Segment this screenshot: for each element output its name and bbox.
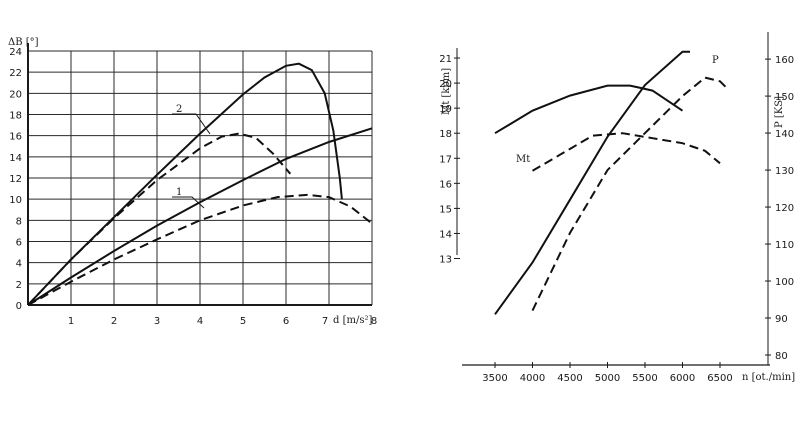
right-x-tick-label: 3500 [482, 373, 507, 384]
right-left-axis-label: Mt [kpm] [441, 68, 452, 115]
right-left-tick-label: 19 [439, 104, 452, 115]
leader-line-2 [172, 113, 211, 135]
left-y-tick-label: 12 [9, 174, 22, 185]
annotation-p: P [712, 55, 719, 66]
right-left-tick-label: 21 [439, 54, 452, 65]
annotation-mt: Mt [516, 154, 530, 165]
left-y-tick-label: 0 [16, 301, 22, 312]
right-series [494, 50, 729, 315]
left-y-tick-label: 2 [16, 280, 22, 291]
right-left-tick-label: 14 [439, 229, 452, 240]
left-x-tick-label: 3 [154, 316, 160, 327]
series-line-1-solid [27, 127, 373, 306]
series-line-P-solid [494, 50, 690, 315]
right-left-tick-label: 18 [439, 129, 452, 140]
right-left-tick-label: 16 [439, 179, 452, 190]
right-right-tick-label: 120 [775, 203, 794, 214]
left-x-tick-label: 5 [240, 316, 246, 327]
left-x-axis-label: d [m/s²] [333, 315, 372, 326]
left-x-tick-label: 1 [68, 316, 74, 327]
left-y-tick-label: 14 [9, 153, 22, 164]
right-left-tick-label: 20 [439, 79, 452, 90]
left-x-tick-label: 8 [371, 316, 377, 327]
right-right-tick-label: 160 [775, 55, 794, 66]
left-x-tick-label: 6 [283, 316, 289, 327]
right-left-tick-label: 13 [439, 255, 452, 266]
annotation-curve-2: 2 [176, 104, 182, 115]
series-line-2-solid [27, 62, 343, 306]
series-line-Mt-solid [494, 84, 684, 135]
annotation-curve-1: 1 [176, 187, 182, 198]
left-y-tick-label: 20 [9, 89, 22, 100]
right-right-tick-label: 80 [775, 351, 788, 362]
right-right-tick-label: 100 [775, 277, 794, 288]
left-y-tick-label: 8 [16, 216, 22, 227]
right-x-tick-label: 6500 [707, 373, 732, 384]
right-right-tick-label: 90 [775, 314, 788, 325]
left-y-tick-label: 24 [9, 47, 22, 58]
left-y-axis-label: ΔB [°] [8, 37, 39, 48]
right-right-tick-label: 110 [775, 240, 794, 251]
left-grid [27, 50, 373, 306]
right-right-tick-label: 140 [775, 129, 794, 140]
right-right-axis-label: P [KS] [774, 96, 785, 128]
right-x-tick-label: 4500 [557, 373, 582, 384]
left-series [27, 62, 373, 306]
left-axes [27, 43, 372, 306]
right-x-axis-label: n [ot./min] [742, 372, 795, 383]
left-y-tick-label: 18 [9, 111, 22, 122]
series-line-P-dashed [531, 76, 729, 312]
right-left-tick-label: 15 [439, 204, 452, 215]
left-y-tick-label: 4 [16, 259, 22, 270]
left-x-tick-label: 2 [111, 316, 117, 327]
left-y-tick-label: 10 [9, 195, 22, 206]
right-left-tick-label: 17 [439, 154, 452, 165]
right-tick-labels: 3500 4000 4500 5000 5500 6000 6500 13 14 15 16 17 18… [439, 54, 794, 384]
left-y-tick-label: 16 [9, 132, 22, 143]
right-x-tick-label: 4000 [520, 373, 545, 384]
right-x-tick-label: 6000 [670, 373, 695, 384]
right-axes [456, 32, 770, 366]
left-x-tick-label: 7 [322, 316, 328, 327]
left-y-tick-label: 22 [9, 68, 22, 79]
left-x-tick-label: 4 [197, 316, 203, 327]
right-x-tick-label: 5500 [632, 373, 657, 384]
right-right-tick-label: 150 [775, 92, 794, 103]
right-right-tick-label: 130 [775, 166, 794, 177]
leader-line-1 [172, 196, 205, 209]
right-x-tick-label: 5000 [595, 373, 620, 384]
right-chart: 3500 4000 4500 5000 5500 6000 6500 13 14 15 16 17 18… [439, 32, 795, 384]
left-y-tick-label: 6 [16, 238, 22, 249]
series-line-Mt-dashed [531, 132, 721, 172]
series-line-2-dashed [27, 132, 292, 306]
